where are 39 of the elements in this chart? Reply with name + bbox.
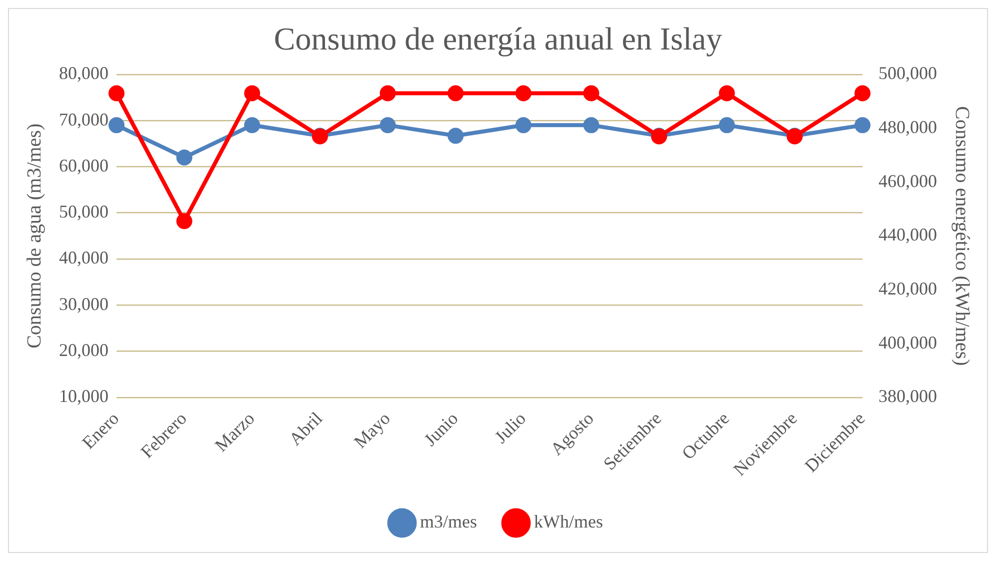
y2-tick-label: 440,000: [878, 224, 937, 245]
point: [854, 117, 870, 134]
point: [176, 213, 192, 230]
point: [108, 85, 124, 102]
y2-axis-title: Consumo energético (kWh/mes): [950, 106, 973, 366]
point: [108, 117, 124, 134]
y-tick-label: 40,000: [59, 248, 108, 268]
point: [380, 117, 396, 134]
y2-tick-label: 380,000: [878, 386, 937, 406]
y-tick-label: 70,000: [59, 109, 108, 130]
y-tick-label: 50,000: [59, 202, 108, 222]
point: [380, 85, 396, 102]
point: [583, 85, 600, 102]
y2-tick-label: 460,000: [878, 170, 937, 191]
y2-tick-label: 500,000: [878, 63, 937, 84]
point: [515, 117, 532, 134]
point: [176, 149, 192, 166]
point: [718, 117, 735, 134]
y-tick-label: 10,000: [59, 386, 108, 406]
y-tick-label: 60,000: [59, 155, 108, 176]
legend-label: m3/mes: [420, 512, 478, 532]
point: [583, 117, 600, 134]
y-tick-label: 30,000: [59, 294, 108, 314]
point: [244, 85, 260, 102]
y-tick-label: 80,000: [59, 63, 108, 84]
y-tick-label: 20,000: [59, 340, 108, 360]
y2-tick-label: 400,000: [878, 332, 937, 352]
x-tick-label: Julio: [490, 408, 530, 448]
point: [448, 85, 464, 102]
legend-label: kWh/mes: [534, 512, 604, 532]
point: [854, 85, 870, 102]
y-axis-title: Consumo de agua (m3/mes): [23, 123, 46, 348]
y2-tick-label: 420,000: [878, 278, 937, 299]
chart-title: Consumo de energía anual en Islay: [274, 20, 722, 57]
point: [718, 85, 735, 102]
y2-tick-label: 480,000: [878, 116, 937, 137]
point: [244, 117, 260, 134]
point: [515, 85, 532, 102]
point: [448, 128, 464, 144]
